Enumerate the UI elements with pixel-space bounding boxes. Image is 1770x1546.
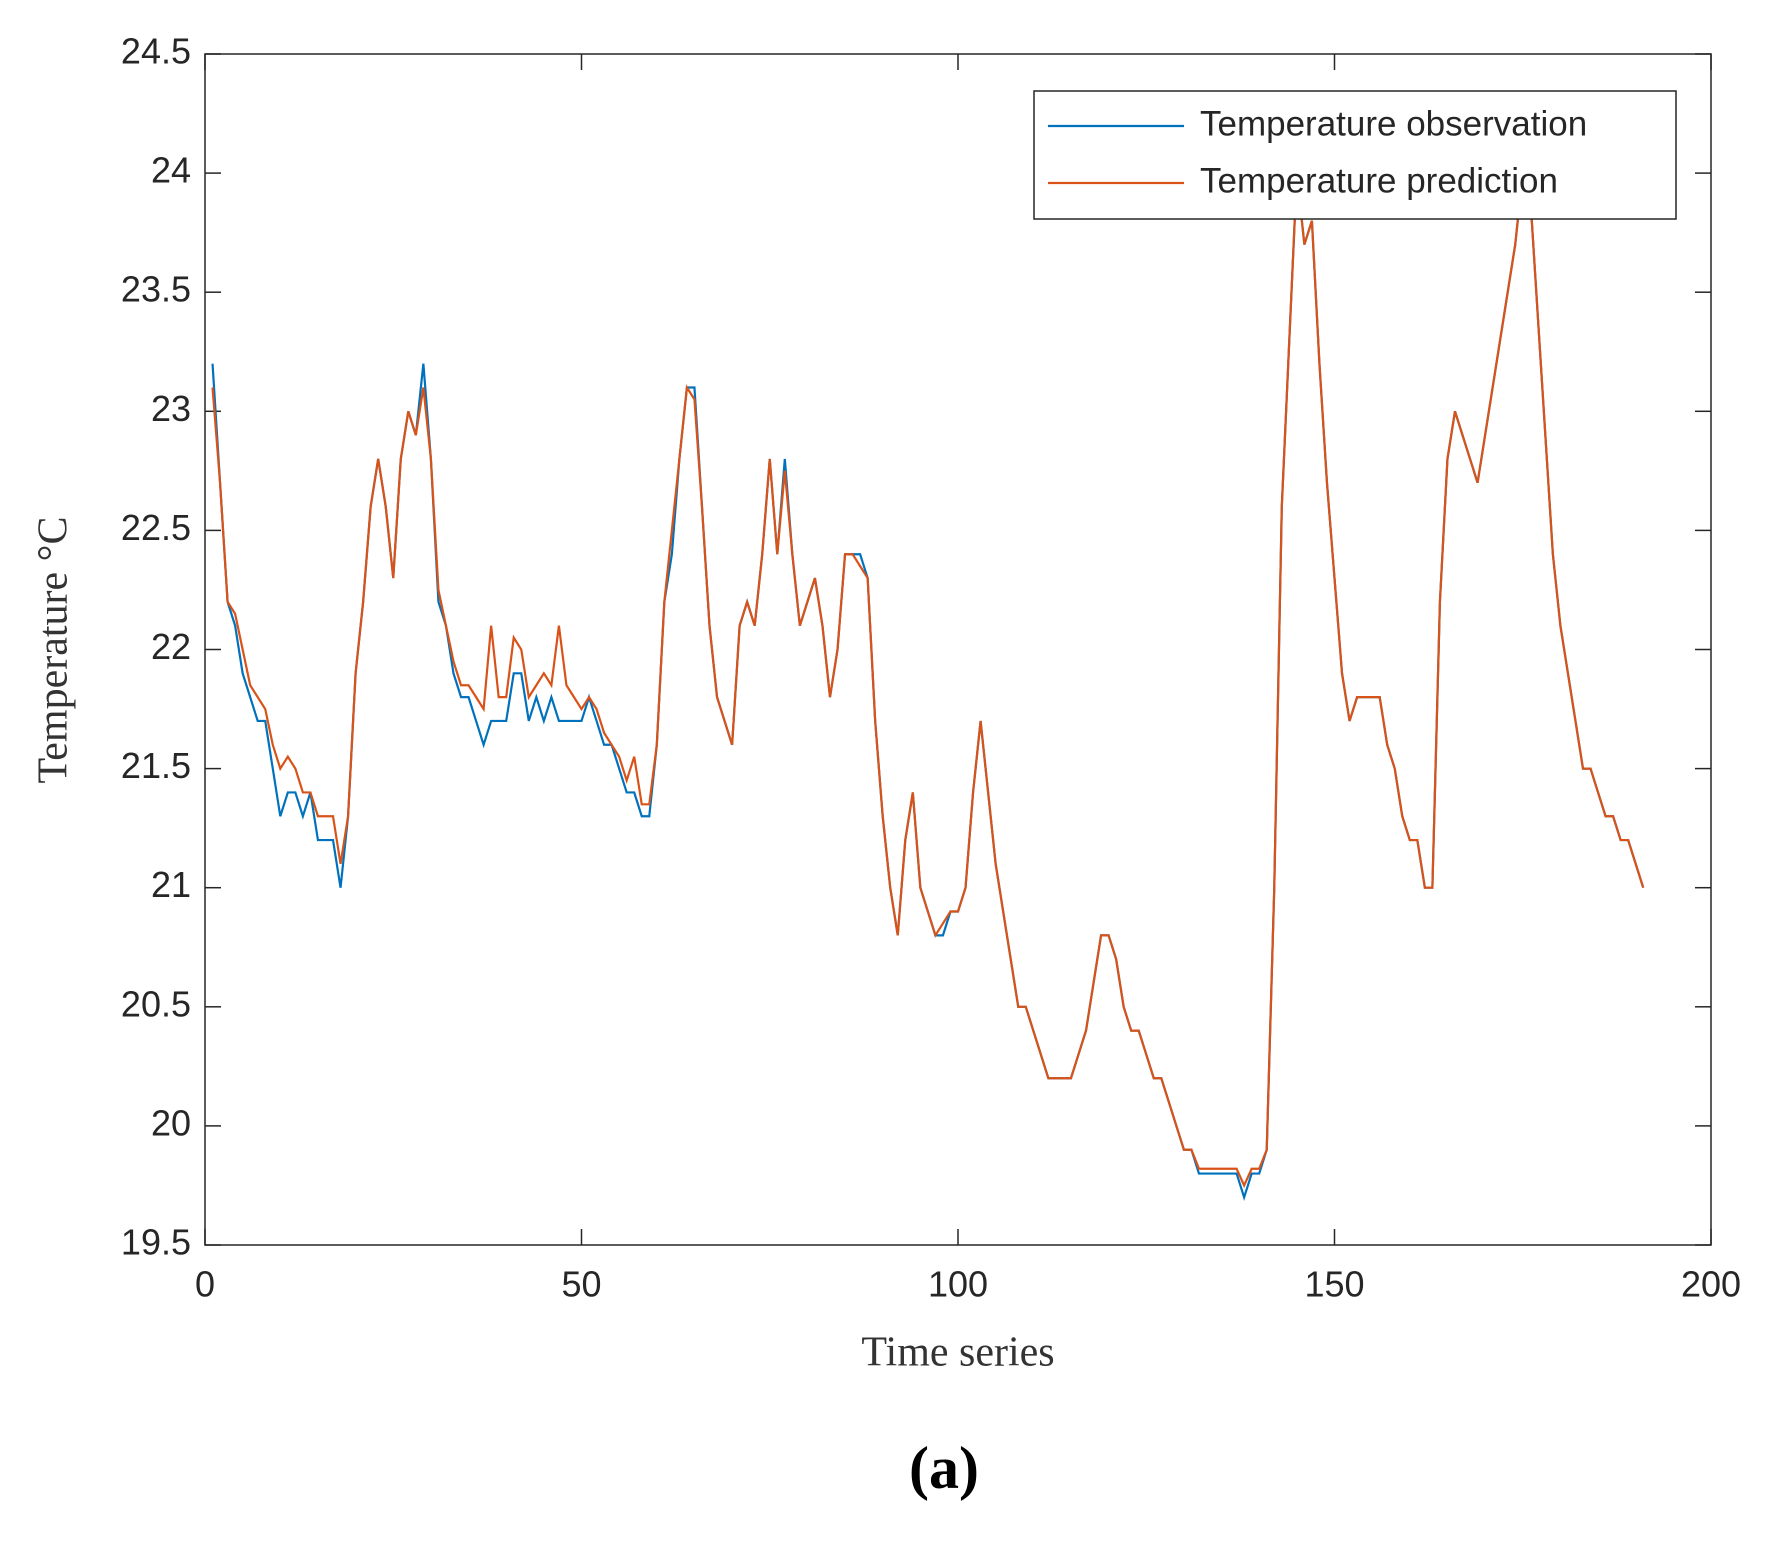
x-tick-label: 50	[561, 1264, 601, 1305]
y-axis-label: Temperature °C	[31, 517, 77, 784]
y-tick-label: 21.5	[121, 745, 191, 786]
legend-box	[1033, 90, 1677, 220]
y-tick-label: 23.5	[121, 269, 191, 310]
series-line	[211, 172, 1645, 1202]
y-tick-label: 19.5	[121, 1222, 191, 1263]
y-tick-label: 24	[151, 150, 191, 191]
x-axis-label: Time series	[861, 1330, 1054, 1376]
x-tick-label: 100	[928, 1264, 988, 1305]
x-tick-label: 0	[195, 1264, 215, 1305]
legend-label: Temperature prediction	[1200, 161, 1558, 200]
y-tick-label: 20.5	[121, 983, 191, 1024]
y-tick-label: 20	[151, 1102, 191, 1143]
x-tick-label: 200	[1681, 1264, 1741, 1305]
y-tick-label: 23	[151, 388, 191, 429]
y-tick-label: 21	[151, 864, 191, 905]
y-tick-label: 22.5	[121, 507, 191, 548]
x-tick-label: 150	[1304, 1264, 1364, 1305]
series-line	[211, 172, 1645, 1189]
y-tick-label: 22	[151, 626, 191, 667]
y-tick-label: 24.5	[121, 31, 191, 72]
caption: (a)	[909, 1435, 979, 1501]
legend-label: Temperature observation	[1200, 104, 1587, 143]
plot-frame	[204, 53, 1712, 1246]
